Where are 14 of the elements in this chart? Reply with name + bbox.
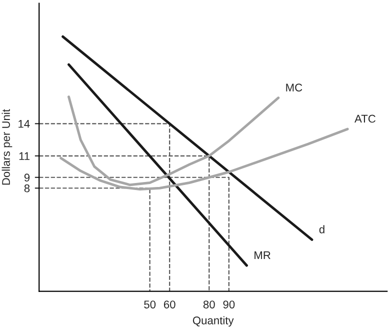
x-tick-label: 50: [144, 300, 156, 308]
x-tick-label: 90: [223, 300, 235, 308]
x-tick-label: 60: [164, 300, 176, 308]
series-label: ATC: [354, 114, 376, 123]
x-tick-label: 80: [203, 300, 215, 308]
x-axis-title: Quantity: [192, 316, 234, 327]
y-tick-label: 8: [24, 184, 30, 192]
series-label: MR: [254, 251, 270, 260]
series-label: d: [319, 225, 324, 234]
y-tick-label: 11: [19, 152, 30, 160]
y-tick-label: 9: [24, 174, 30, 182]
y-axis-title: Dollars per Unit: [2, 109, 12, 185]
y-tick-label: 14: [18, 120, 30, 128]
series-label: MC: [286, 84, 302, 92]
